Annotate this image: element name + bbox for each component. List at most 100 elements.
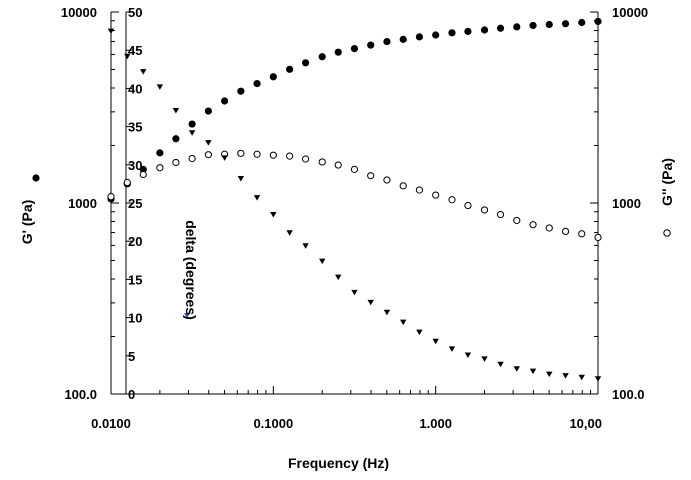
inner-tick-label: 25: [128, 196, 142, 211]
series-0-point: [156, 149, 164, 157]
series-1-point: [496, 210, 505, 219]
text-layer: 0.0100 0.1000 1.000 10,00100.0100010000100.…: [19, 5, 675, 471]
series-1-point: [432, 191, 440, 199]
inner-tick-label: 5: [128, 349, 135, 364]
series-0-point: [415, 33, 424, 41]
series-2-point: [319, 258, 326, 265]
series-1-point: [399, 182, 407, 190]
series-0-point: [139, 165, 147, 173]
inner-tick-label: 50: [128, 5, 142, 20]
series-1-point: [107, 193, 115, 201]
series-1-point: [286, 152, 294, 160]
series-1-point: [545, 224, 553, 232]
series-1-point: [464, 201, 472, 210]
series-1-point: [188, 154, 196, 163]
series-0-point: [432, 31, 440, 39]
series-2-point: [464, 352, 472, 359]
series-0-point: [237, 87, 245, 95]
series-1-point: [480, 206, 489, 214]
series-1-point: [350, 165, 359, 173]
x-tick-label: 1.000: [419, 416, 452, 431]
series-1-point: [383, 176, 391, 184]
series-0-point: [367, 41, 375, 49]
x-tick-label: 10,00: [569, 416, 602, 431]
series-2-point: [286, 230, 293, 236]
series-0-point: [383, 37, 391, 46]
series-0-point: [269, 73, 277, 81]
series-2-point: [140, 69, 147, 75]
series-0-point: [561, 20, 570, 28]
series-0-point: [399, 35, 407, 43]
left-axis-title: G' (Pa): [19, 200, 35, 245]
left-tick-label: 100.0: [64, 387, 97, 402]
series-2-point: [448, 346, 456, 352]
series-2-point: [237, 176, 245, 182]
series-2-point: [481, 356, 488, 362]
series-2-point: [497, 361, 504, 368]
series-2-point: [529, 368, 537, 375]
series-2-point: [156, 84, 164, 90]
left-tick-label: 10000: [61, 5, 97, 20]
series-0-point: [480, 26, 489, 34]
series-1-point: [301, 155, 310, 163]
series-1-point: [318, 158, 326, 166]
series-1-point: [578, 230, 586, 238]
x-axis-title: Frequency (Hz): [288, 455, 389, 471]
series-2-point: [578, 374, 585, 381]
x-tick-label: 0.0100: [91, 416, 131, 431]
series-2-point: [367, 299, 374, 306]
series-1-point: [204, 151, 212, 159]
series-2-point: [124, 53, 131, 60]
series-0-point: [301, 59, 310, 67]
inner-tick-label: 45: [128, 43, 142, 58]
inner-tick-label: 0: [128, 387, 135, 402]
series-0-point: [448, 29, 456, 37]
series-1-point: [561, 227, 570, 236]
series-0-point: [529, 21, 537, 30]
series-2-point: [221, 155, 228, 161]
series-2-point: [432, 338, 439, 345]
axes-layer: [110, 11, 599, 395]
series-2-point: [107, 28, 115, 35]
right-tick-label: 10000: [612, 5, 648, 20]
series-2-point: [205, 140, 212, 146]
inner-tick-label: 30: [128, 158, 142, 173]
series-0-point: [545, 20, 553, 29]
inner-tick-label: 10: [128, 311, 142, 326]
marks-layer: [32, 17, 671, 382]
series-1-point: [594, 233, 602, 242]
series-2-point: [416, 329, 423, 336]
series-2-point: [302, 243, 309, 249]
inner-tick-label: 35: [128, 120, 142, 135]
right-tick-label: 100.0: [612, 387, 645, 402]
series-0-point: [350, 45, 359, 53]
series-1-point: [172, 158, 180, 167]
series-2-point: [270, 211, 277, 218]
series-0-point: [253, 79, 261, 88]
series-2-point: [188, 130, 196, 136]
inner-tick-label: 40: [128, 81, 142, 96]
series-2-point: [253, 195, 261, 201]
series-0-point: [286, 65, 294, 73]
series-2-point: [351, 289, 358, 296]
series-0-point: [204, 107, 212, 115]
series-0-point: [496, 24, 505, 32]
series-1-point: [448, 196, 456, 204]
series-1-point: [237, 149, 245, 157]
series-1-point: [123, 178, 131, 187]
series-1-point: [269, 151, 277, 159]
x-tick-label: 0.1000: [253, 416, 293, 431]
series-0-point: [188, 120, 196, 128]
inner-tick-label: 15: [128, 272, 142, 287]
series-1-point: [139, 170, 147, 179]
inner-axis-legend-marker: [184, 313, 190, 318]
series-1-point: [253, 150, 261, 158]
series-0-point: [334, 48, 342, 56]
series-0-point: [513, 23, 521, 31]
inner-tick-label: 20: [128, 234, 142, 249]
series-2-point: [513, 366, 520, 372]
right-axis-title: G'' (Pa): [659, 158, 675, 206]
series-2-point: [400, 319, 407, 326]
